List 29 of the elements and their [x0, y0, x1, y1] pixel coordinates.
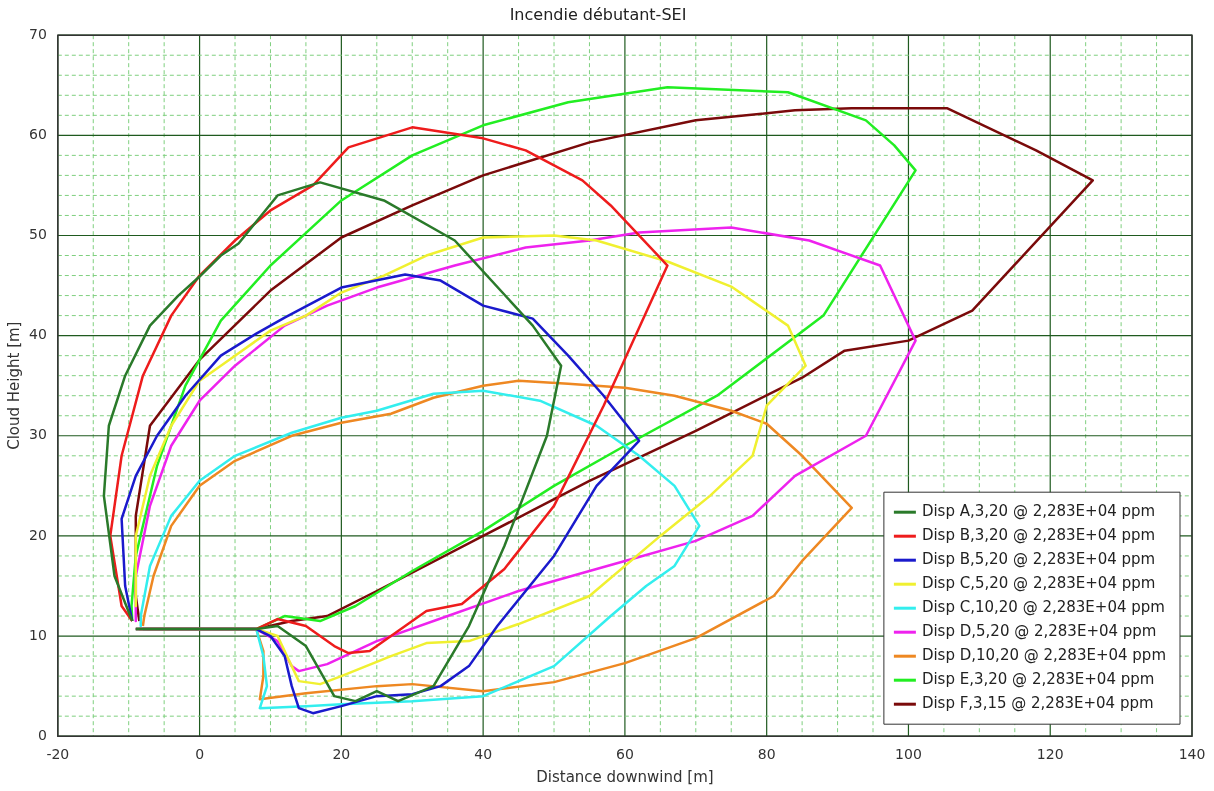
legend-label: Disp C,10,20 @ 2,283E+04 ppm: [921, 598, 1165, 617]
y-tick-label: 50: [28, 226, 47, 243]
y-axis-title: Cloud Height [m]: [4, 321, 23, 450]
x-axis-title: Distance downwind [m]: [536, 767, 714, 786]
y-tick-label: 60: [28, 125, 47, 142]
x-tick-label: -20: [46, 746, 70, 763]
x-tick-label: 60: [615, 746, 634, 763]
x-tick-label: 100: [895, 746, 922, 763]
legend-label: Disp A,3,20 @ 2,283E+04 ppm: [921, 502, 1156, 521]
legend-label: Disp C,5,20 @ 2,283E+04 ppm: [921, 574, 1156, 593]
x-tick-label: 20: [332, 746, 351, 763]
y-tick-label: 0: [37, 726, 47, 743]
y-tick-label: 70: [28, 25, 47, 42]
legend-label: Disp D,5,20 @ 2,283E+04 ppm: [921, 622, 1157, 641]
x-tick-label: 0: [195, 746, 205, 763]
legend-label: Disp D,10,20 @ 2,283E+04 ppm: [921, 646, 1167, 665]
x-tick-label: 40: [474, 746, 493, 763]
legend-label: Disp E,3,20 @ 2,283E+04 ppm: [921, 670, 1155, 689]
legend-label: Disp B,3,20 @ 2,283E+04 ppm: [921, 526, 1156, 545]
x-tick-label: 120: [1036, 746, 1064, 763]
x-tick-label: 80: [757, 746, 776, 763]
x-tick-label: 140: [1178, 746, 1206, 763]
y-tick-label: 40: [28, 326, 47, 343]
legend-label: Disp B,5,20 @ 2,283E+04 ppm: [921, 550, 1156, 569]
legend-label: Disp F,3,15 @ 2,283E+04 ppm: [921, 694, 1154, 713]
chart-title: Incendie débutant-SEI: [509, 4, 687, 24]
y-tick-label: 20: [28, 526, 47, 543]
y-tick-label: 10: [28, 626, 47, 643]
y-tick-label: 30: [28, 426, 47, 443]
